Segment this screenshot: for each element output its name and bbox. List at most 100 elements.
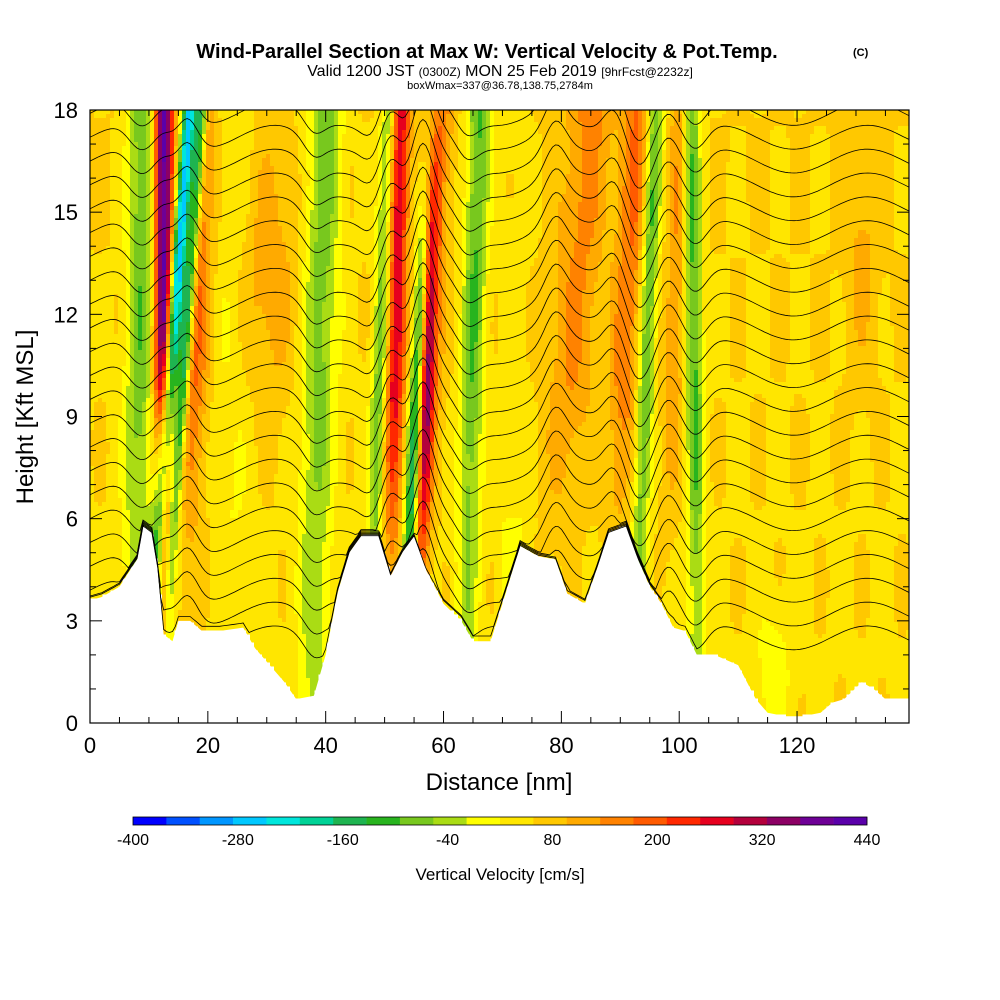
velocity-cell xyxy=(162,118,167,123)
velocity-cell xyxy=(302,110,307,115)
velocity-cell xyxy=(118,114,123,119)
velocity-cell xyxy=(330,114,335,119)
velocity-cell xyxy=(870,118,875,123)
velocity-cell xyxy=(286,110,291,115)
velocity-cell xyxy=(630,110,635,115)
velocity-cell xyxy=(222,114,227,119)
subtitle-valid: Valid 1200 JST xyxy=(307,63,415,80)
velocity-cell xyxy=(102,114,107,119)
velocity-cell xyxy=(234,118,239,123)
velocity-cell xyxy=(694,130,699,135)
velocity-cell xyxy=(586,118,591,123)
velocity-cell xyxy=(174,110,179,115)
velocity-cell xyxy=(602,130,607,135)
velocity-cell xyxy=(498,118,503,123)
velocity-cell xyxy=(130,122,135,127)
velocity-cell xyxy=(526,126,531,131)
velocity-cell xyxy=(202,122,207,127)
velocity-cell xyxy=(674,126,679,131)
velocity-cell xyxy=(242,126,247,131)
velocity-cell xyxy=(830,126,835,131)
velocity-cell xyxy=(118,118,123,123)
velocity-cell xyxy=(750,130,755,135)
velocity-cell xyxy=(738,110,743,115)
velocity-cell xyxy=(186,122,191,127)
velocity-cell xyxy=(714,110,719,115)
velocity-cell xyxy=(478,122,483,127)
velocity-cell xyxy=(894,114,899,119)
velocity-cell xyxy=(746,114,751,119)
velocity-cell xyxy=(906,122,911,127)
velocity-cell xyxy=(498,110,503,115)
velocity-cell xyxy=(654,122,659,127)
velocity-cell xyxy=(742,118,747,123)
velocity-cell xyxy=(334,126,339,131)
velocity-cell xyxy=(318,118,323,123)
velocity-cell xyxy=(118,134,123,139)
velocity-cell xyxy=(662,110,667,115)
velocity-cell xyxy=(594,130,599,135)
velocity-cell xyxy=(658,130,663,135)
velocity-cell xyxy=(518,114,523,119)
velocity-cell xyxy=(630,122,635,127)
velocity-cell xyxy=(262,122,267,127)
velocity-cell xyxy=(570,126,575,131)
velocity-cell xyxy=(362,110,367,115)
velocity-cell xyxy=(790,114,795,119)
velocity-cell xyxy=(706,122,711,127)
velocity-cell xyxy=(730,130,735,135)
velocity-cell xyxy=(198,126,203,131)
velocity-cell xyxy=(302,126,307,131)
velocity-cell xyxy=(514,130,519,135)
velocity-cell xyxy=(794,118,799,123)
velocity-cell xyxy=(366,114,371,119)
velocity-cell xyxy=(498,126,503,131)
velocity-cell xyxy=(270,118,275,123)
velocity-cell xyxy=(146,114,151,119)
velocity-cell xyxy=(746,118,751,123)
velocity-cell xyxy=(566,114,571,119)
velocity-cell xyxy=(394,122,399,127)
velocity-cell xyxy=(730,110,735,115)
velocity-cell xyxy=(830,118,835,123)
velocity-cell xyxy=(114,134,119,139)
velocity-cell xyxy=(866,130,871,135)
velocity-cell xyxy=(790,118,795,123)
velocity-cell xyxy=(342,130,347,135)
velocity-cell xyxy=(822,126,827,131)
velocity-cell xyxy=(706,126,711,131)
velocity-cell xyxy=(698,110,703,115)
velocity-cell xyxy=(878,114,883,119)
velocity-cell xyxy=(262,130,267,135)
velocity-cell xyxy=(726,110,731,115)
velocity-cell xyxy=(550,110,555,115)
velocity-cell xyxy=(730,118,735,123)
velocity-cell xyxy=(482,118,487,123)
velocity-cell xyxy=(118,110,123,115)
velocity-cell xyxy=(170,110,175,115)
velocity-cell xyxy=(854,118,859,123)
velocity-cell xyxy=(474,126,479,131)
velocity-cell xyxy=(462,114,467,119)
velocity-cell xyxy=(294,118,299,123)
velocity-cell xyxy=(666,130,671,135)
velocity-cell xyxy=(278,110,283,115)
velocity-cell xyxy=(626,110,631,115)
velocity-cell xyxy=(290,122,295,127)
velocity-cell xyxy=(778,114,783,119)
velocity-cell xyxy=(766,126,771,131)
velocity-cell xyxy=(534,118,539,123)
velocity-cell xyxy=(206,126,211,131)
velocity-cell xyxy=(894,118,899,123)
velocity-cell xyxy=(702,110,707,115)
velocity-cell xyxy=(158,122,163,127)
velocity-cell xyxy=(822,118,827,123)
velocity-cell xyxy=(574,126,579,131)
velocity-cell xyxy=(866,110,871,115)
velocity-cell xyxy=(634,126,639,131)
velocity-cell xyxy=(314,118,319,123)
velocity-cell xyxy=(670,118,675,123)
velocity-cell xyxy=(774,126,779,131)
velocity-cell xyxy=(806,114,811,119)
velocity-cell xyxy=(758,130,763,135)
